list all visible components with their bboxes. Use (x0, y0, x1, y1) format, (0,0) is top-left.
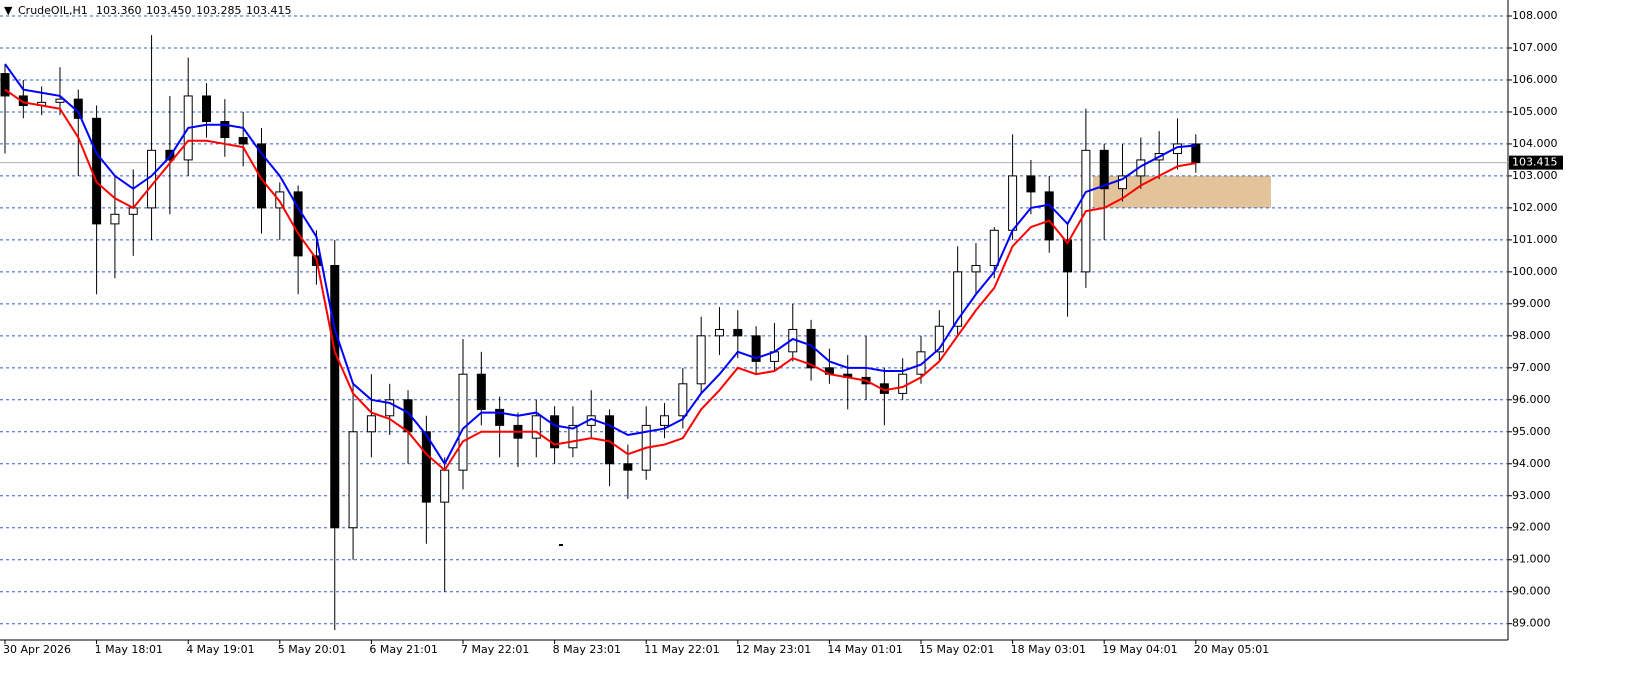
x-tick-label: 19 May 04:01 (1102, 643, 1177, 656)
x-tick-label: 30 Apr 2026 (3, 643, 71, 656)
candle-body (275, 191, 285, 209)
candle-body (110, 213, 120, 225)
candle-body (495, 408, 505, 426)
y-tick-label: 89.000 (1512, 617, 1551, 630)
candle-body (256, 143, 266, 209)
candle-body (934, 325, 944, 353)
candle-body (971, 264, 981, 273)
candle-body (385, 399, 395, 417)
symbol: CrudeOIL,H1 (18, 4, 88, 17)
candle-body (92, 117, 102, 225)
x-tick-label: 8 May 23:01 (553, 643, 621, 656)
y-tick-label: 93.000 (1512, 489, 1551, 502)
ohlc-close: 103.415 (246, 4, 292, 17)
x-tick-label: 15 May 02:01 (919, 643, 994, 656)
x-tick-label: 12 May 23:01 (736, 643, 811, 656)
x-tick-label: 1 May 18:01 (95, 643, 163, 656)
y-tick-label: 98.000 (1512, 329, 1551, 342)
candle-body (1063, 239, 1073, 273)
y-tick-label: 91.000 (1512, 553, 1551, 566)
y-tick-label: 92.000 (1512, 521, 1551, 534)
y-tick-label: 106.000 (1512, 73, 1558, 86)
candle-body (898, 373, 908, 394)
x-tick-label: 5 May 20:01 (278, 643, 346, 656)
candle-body (550, 415, 560, 449)
ohlc-high: 103.450 (146, 4, 192, 17)
y-tick-label: 90.000 (1512, 585, 1551, 598)
candle-body (678, 383, 688, 417)
x-tick-label: 11 May 22:01 (644, 643, 719, 656)
y-tick-label: 105.000 (1512, 105, 1558, 118)
candle-body (1118, 175, 1128, 190)
y-tick-label: 96.000 (1512, 393, 1551, 406)
candle-body (1026, 175, 1036, 193)
candle-body (989, 229, 999, 266)
candle-body (953, 271, 963, 327)
candle-body (916, 351, 926, 375)
moving-average (4, 88, 1196, 472)
x-tick-label: 6 May 21:01 (369, 643, 437, 656)
y-tick-label: 95.000 (1512, 425, 1551, 438)
y-tick-label: 100.000 (1512, 265, 1558, 278)
y-tick-label: 101.000 (1512, 233, 1558, 246)
candle-body (568, 424, 578, 449)
y-tick-label: 99.000 (1512, 297, 1551, 310)
y-tick-label: 104.000 (1512, 137, 1558, 150)
x-tick-label: 18 May 03:01 (1011, 643, 1086, 656)
candle-body (421, 431, 431, 503)
candle-body (660, 415, 670, 426)
last-price-label: 103.415 (1512, 156, 1558, 169)
candle-body (458, 373, 468, 471)
candle-body (202, 95, 212, 123)
ohlc-open: 103.360 (96, 4, 142, 17)
candle-body (238, 137, 248, 145)
last-price-box (1509, 155, 1563, 170)
candle-body (440, 469, 450, 503)
candle-body (605, 415, 615, 465)
ohlc-low: 103.285 (196, 4, 242, 17)
candle-body (696, 335, 706, 385)
candle-body (476, 373, 486, 410)
candle-body (0, 73, 10, 97)
x-tick-label: 20 May 05:01 (1194, 643, 1269, 656)
candle-body (1044, 191, 1054, 241)
candle-body (1008, 175, 1018, 231)
y-tick-label: 97.000 (1512, 361, 1551, 374)
y-tick-label: 108.000 (1512, 9, 1558, 22)
y-tick-label: 107.000 (1512, 41, 1558, 54)
x-tick-label: 7 May 22:01 (461, 643, 529, 656)
candle-body (293, 191, 303, 257)
candle-body (1191, 143, 1201, 164)
candle-body (348, 431, 358, 529)
candle-body (623, 463, 633, 471)
candle-body (714, 328, 724, 337)
dot (559, 544, 563, 546)
y-tick-label: 94.000 (1512, 457, 1551, 470)
candle-body (330, 264, 340, 529)
x-tick-label: 4 May 19:01 (186, 643, 254, 656)
candle-body (366, 415, 376, 433)
candle-body (1099, 149, 1109, 190)
x-tick-label: 14 May 01:01 (827, 643, 902, 656)
candle-body (733, 328, 743, 337)
y-tick-label: 102.000 (1512, 201, 1558, 214)
moving-average (4, 63, 1196, 466)
candle-body (531, 415, 541, 439)
collapse-icon[interactable]: ▼ (4, 4, 13, 17)
candle-body (147, 149, 157, 209)
candle-body (751, 335, 761, 362)
y-tick-label: 103.000 (1512, 169, 1558, 182)
header: ▼ CrudeOIL,H1 103.360 103.450 103.285 10… (4, 4, 292, 17)
candle-body (220, 121, 230, 139)
